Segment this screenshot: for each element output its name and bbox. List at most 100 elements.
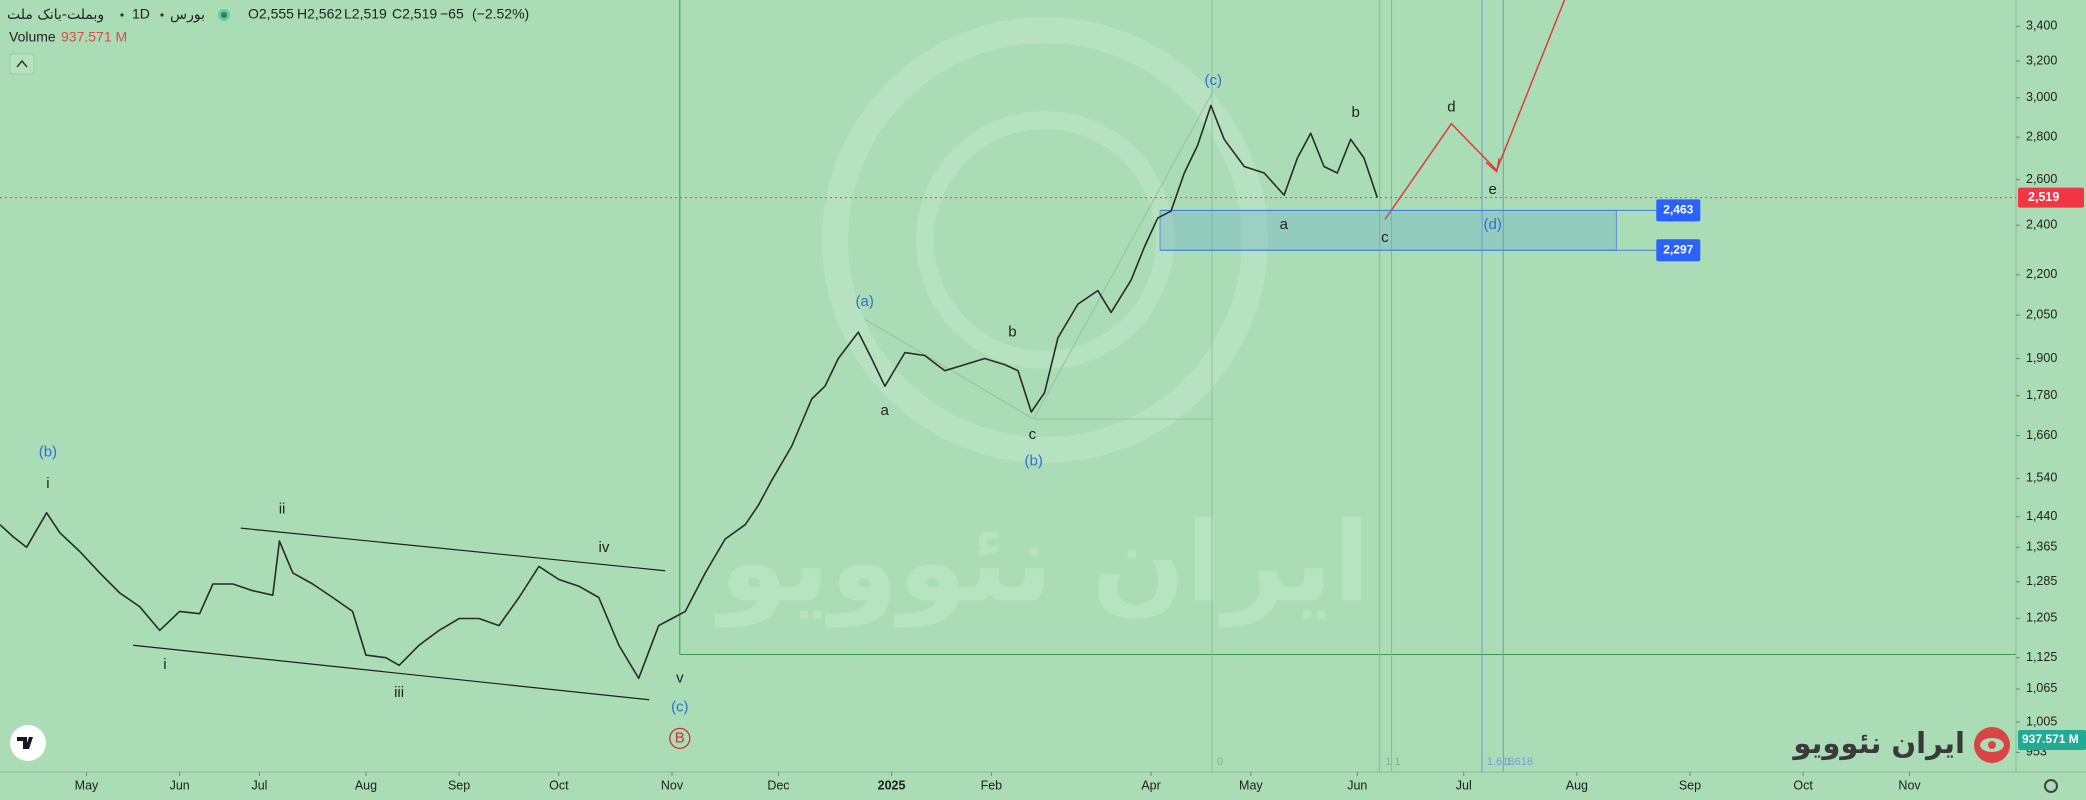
y-tick-label: 1,440 bbox=[2026, 509, 2057, 523]
watermark-text: ایران نئوویو bbox=[714, 498, 1370, 627]
wave-label: b bbox=[1351, 104, 1359, 121]
wave-label: 1.618 bbox=[1506, 756, 1534, 768]
separator-dot bbox=[120, 13, 124, 17]
wave-label: a bbox=[1280, 216, 1289, 233]
wave-label: (c) bbox=[1205, 72, 1223, 89]
collapse-button-bg[interactable] bbox=[9, 53, 35, 75]
change-percent: (−2.52%) bbox=[472, 6, 529, 22]
tv-logo[interactable] bbox=[10, 725, 46, 761]
wave-label: b bbox=[1008, 324, 1016, 341]
y-tick-label: 3,000 bbox=[2026, 90, 2057, 104]
y-tick-label: 2,600 bbox=[2026, 172, 2057, 186]
x-tick-label: Dec bbox=[767, 778, 789, 792]
x-tick-label: Oct bbox=[549, 778, 569, 792]
wave-label: c bbox=[1029, 426, 1037, 443]
y-tick-label: 1,205 bbox=[2026, 611, 2057, 625]
x-tick-label: May bbox=[75, 778, 99, 792]
zone-label-bg bbox=[1656, 199, 1701, 222]
x-tick-label: Aug bbox=[1566, 778, 1588, 792]
close: C2,519 bbox=[392, 6, 437, 22]
y-tick-label: 1,005 bbox=[2026, 714, 2057, 728]
x-tick-label: Nov bbox=[661, 778, 684, 792]
open: O2,555 bbox=[248, 6, 294, 22]
symbol-name: وبملت-بانک ملت bbox=[7, 7, 104, 23]
wave-label: B bbox=[675, 729, 685, 746]
zone-label-bg bbox=[1656, 239, 1701, 262]
change: −65 bbox=[440, 6, 464, 22]
zone-label: 2,463 bbox=[1663, 203, 1693, 217]
wave-label: 1 1 bbox=[1385, 756, 1400, 768]
settings-icon[interactable] bbox=[2044, 779, 2058, 793]
x-tick-label: Nov bbox=[1898, 778, 1921, 792]
brand-logo-pupil bbox=[1988, 741, 1996, 749]
wave-label: i bbox=[163, 656, 166, 673]
wave-label: iv bbox=[599, 539, 610, 556]
x-tick-label: Jun bbox=[1347, 778, 1367, 792]
y-tick-label: 1,540 bbox=[2026, 471, 2057, 485]
wave-label: (d) bbox=[1483, 216, 1501, 233]
y-tick-label: 1,285 bbox=[2026, 574, 2057, 588]
projection-path bbox=[1384, 0, 1566, 220]
last-price-label: 2,519 bbox=[2028, 190, 2059, 204]
wave-label: (b) bbox=[39, 443, 57, 460]
wave-label: v bbox=[676, 669, 684, 686]
wave-label: (a) bbox=[856, 293, 874, 310]
brand-logo bbox=[1974, 727, 2010, 763]
x-tick-label: Oct bbox=[1793, 778, 1813, 792]
y-tick-label: 1,780 bbox=[2026, 388, 2057, 402]
drawing-line bbox=[1033, 92, 1213, 420]
wave-label: ii bbox=[279, 500, 286, 517]
watermark-logo bbox=[822, 17, 1268, 463]
wave-label: iii bbox=[394, 684, 404, 701]
volume-value: 937.571 M bbox=[61, 29, 127, 45]
collapse-icon[interactable] bbox=[16, 59, 28, 68]
projection-arrow bbox=[1485, 158, 1501, 174]
wave-label: (b) bbox=[1025, 453, 1043, 470]
y-tick-label: 1,900 bbox=[2026, 351, 2057, 365]
wave-label: e bbox=[1488, 181, 1496, 198]
y-tick-label: 1,660 bbox=[2026, 428, 2057, 442]
last-price-label-bg bbox=[2018, 187, 2084, 208]
drawing-line bbox=[132, 644, 650, 701]
y-tick-label: 1,125 bbox=[2026, 650, 2057, 664]
y-tick-label: 2,400 bbox=[2026, 218, 2057, 232]
symbol-interval: 1D bbox=[132, 6, 150, 22]
x-tick-label: May bbox=[1239, 778, 1263, 792]
y-tick-label: 2,050 bbox=[2026, 307, 2057, 321]
wave-label: d bbox=[1447, 99, 1455, 116]
brand-text: ایران نئوویو bbox=[1791, 726, 1965, 760]
volume-title: Volume bbox=[9, 29, 56, 45]
x-tick-label: Jul bbox=[251, 778, 267, 792]
x-tick-label: Feb bbox=[981, 778, 1003, 792]
tv-logo-mark[interactable] bbox=[17, 737, 33, 749]
market-status-dot bbox=[221, 12, 227, 18]
x-tick-label: Apr bbox=[1141, 778, 1160, 792]
price-line bbox=[0, 104, 1379, 680]
header: وبملت-بانک ملت 1D بورس O2,555 H2,562 L2,… bbox=[7, 6, 529, 75]
zone-label: 2,297 bbox=[1663, 242, 1693, 256]
x-tick-label: Sep bbox=[448, 778, 470, 792]
y-tick-label: 2,800 bbox=[2026, 130, 2057, 144]
x-tick-label: Sep bbox=[1679, 778, 1701, 792]
y-tick-label: 3,400 bbox=[2026, 19, 2057, 33]
y-tick-label: 3,200 bbox=[2026, 53, 2057, 67]
x-tick-label: Jul bbox=[1456, 778, 1472, 792]
wave-label: 1.618 bbox=[1487, 756, 1515, 768]
y-tick-label: 1,365 bbox=[2026, 540, 2057, 554]
drawing-line bbox=[240, 527, 666, 572]
y-tick-label: 1,065 bbox=[2026, 681, 2057, 695]
annotation-circle bbox=[669, 727, 691, 749]
separator-dot bbox=[160, 13, 164, 17]
zone-box bbox=[1159, 209, 1617, 251]
collapse-button[interactable] bbox=[9, 53, 35, 75]
wave-label: a bbox=[881, 402, 890, 419]
watermark-logo-inner bbox=[916, 111, 1174, 369]
x-tick-label: Aug bbox=[355, 778, 377, 792]
x-tick-label: Jun bbox=[170, 778, 190, 792]
wave-label: (c) bbox=[671, 699, 689, 716]
wave-label: i bbox=[46, 475, 49, 492]
